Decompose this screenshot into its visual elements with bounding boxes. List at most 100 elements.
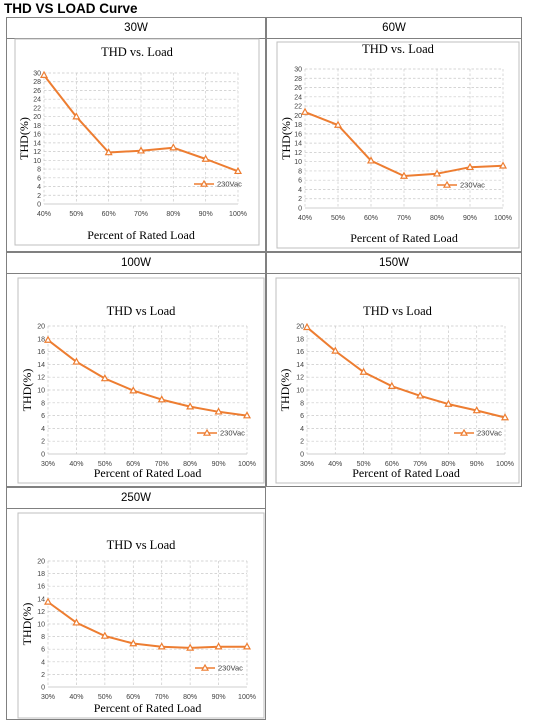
y-tick-label: 6 xyxy=(298,178,302,185)
chart-title: THD vs Load xyxy=(107,538,176,552)
x-tick-label: 50% xyxy=(69,211,83,218)
cell-30w: 30W THD vs. Load 0 2 4 6 8 10 12 14 16 18 20 22 24 26 2… xyxy=(6,17,266,252)
x-tick-label: 70% xyxy=(155,461,169,468)
y-tick-label: 20 xyxy=(37,559,45,566)
chart-frame xyxy=(275,277,520,484)
y-tick-label: 22 xyxy=(294,104,302,111)
series-line xyxy=(306,326,506,419)
chart-30w: THD vs. Load0246810121416182022242628304… xyxy=(14,38,260,246)
y-tick-label: 10 xyxy=(37,388,45,395)
y-tick-label: 14 xyxy=(296,362,304,369)
x-tick-label: 70% xyxy=(155,694,169,701)
chart-frame xyxy=(14,38,260,246)
data-point xyxy=(100,631,109,639)
y-tick-label: 16 xyxy=(37,584,45,591)
gridlines xyxy=(306,325,506,455)
chart-frame xyxy=(17,277,265,484)
x-tick-label: 70% xyxy=(397,215,411,222)
cell-60w: 60W THD vs. Load 0 2 4 6 8 10 12 14 16 18 20 22 24 26 2… xyxy=(266,17,522,252)
cell-100w: 100W THD vs Load 0 2 4 6 8 10 12 14 16 18 20 30% 40% 5… xyxy=(6,252,266,487)
y-axis-title: THD(%) xyxy=(278,369,292,412)
x-tick-label: 30% xyxy=(41,461,55,468)
x-tick-label: 50% xyxy=(331,215,345,222)
data-point xyxy=(498,161,508,169)
data-point xyxy=(186,643,195,651)
legend-marker xyxy=(442,180,452,188)
y-tick-label: 6 xyxy=(41,413,45,420)
y-tick-label: 10 xyxy=(294,159,302,166)
y-tick-label: 14 xyxy=(294,141,302,148)
data-point xyxy=(242,642,252,650)
y-tick-label: 24 xyxy=(33,97,41,104)
cell-header-60w: 60W xyxy=(267,18,521,39)
y-tick-label: 14 xyxy=(37,362,45,369)
x-axis-title: Percent of Rated Load xyxy=(350,231,458,245)
data-point xyxy=(387,381,396,389)
legend-marker xyxy=(199,179,209,187)
legend-label: 230Vac xyxy=(477,429,502,438)
cell-header-100w: 100W xyxy=(7,253,265,274)
chart-title: THD vs. Load xyxy=(362,42,435,56)
y-tick-label: 12 xyxy=(37,375,45,382)
y-tick-label: 0 xyxy=(298,206,302,213)
data-point xyxy=(444,399,453,407)
y-tick-label: 8 xyxy=(41,400,45,407)
legend-marker xyxy=(200,663,210,671)
x-tick-label: 90% xyxy=(212,461,226,468)
y-tick-label: 0 xyxy=(300,452,304,459)
y-tick-label: 10 xyxy=(37,622,45,629)
y-tick-label: 4 xyxy=(300,426,304,433)
y-tick-label: 8 xyxy=(298,168,302,175)
x-tick-label: 40% xyxy=(298,215,312,222)
y-tick-label: 2 xyxy=(41,439,45,446)
y-tick-label: 20 xyxy=(296,324,304,331)
data-point xyxy=(300,107,310,115)
y-tick-label: 4 xyxy=(298,187,302,194)
y-tick-label: 12 xyxy=(33,149,41,156)
data-point xyxy=(136,146,146,154)
x-axis-title: Percent of Rated Load xyxy=(94,466,202,480)
x-tick-label: 60% xyxy=(126,461,140,468)
y-tick-label: 8 xyxy=(41,634,45,641)
x-tick-label: 100% xyxy=(229,211,247,218)
chart-250w: THD vs Load 0 2 4 6 8 10 12 14 16 18 20 30% 40% 50% 60%… xyxy=(17,512,265,719)
x-tick-label: 60% xyxy=(364,215,378,222)
data-point xyxy=(500,413,510,421)
x-tick-label: 40% xyxy=(69,694,83,701)
gridlines xyxy=(304,68,504,209)
x-tick-label: 30% xyxy=(41,694,55,701)
y-tick-label: 18 xyxy=(294,122,302,129)
y-axis-title: THD(%) xyxy=(20,369,34,412)
legend-marker xyxy=(459,428,469,436)
data-point xyxy=(201,154,210,162)
y-tick-label: 2 xyxy=(41,672,45,679)
data-point xyxy=(43,597,53,605)
y-tick-label: 10 xyxy=(33,158,41,165)
x-tick-label: 80% xyxy=(183,461,197,468)
data-point xyxy=(157,642,166,650)
y-tick-label: 28 xyxy=(294,76,302,83)
y-tick-label: 20 xyxy=(33,114,41,121)
y-tick-label: 12 xyxy=(37,609,45,616)
thd-chart-table: 30W THD vs. Load 0 2 4 6 8 10 12 14 16 18 20 22 24 26 2… xyxy=(6,17,522,720)
x-axis-title: Percent of Rated Load xyxy=(352,466,460,480)
y-tick-label: 16 xyxy=(37,349,45,356)
y-axis-title: THD(%) xyxy=(279,117,293,160)
data-point xyxy=(43,335,53,343)
x-tick-label: 80% xyxy=(166,211,180,218)
legend-label: 230Vac xyxy=(217,180,242,189)
data-point xyxy=(157,395,166,403)
x-tick-label: 100% xyxy=(496,461,514,468)
series-line xyxy=(47,339,248,417)
y-tick-label: 18 xyxy=(33,123,41,130)
chart-title: THD vs. Load xyxy=(101,45,174,59)
chart-title: THD vs Load xyxy=(363,304,432,318)
x-tick-label: 50% xyxy=(98,694,112,701)
y-tick-label: 26 xyxy=(33,88,41,95)
y-tick-label: 14 xyxy=(33,140,41,147)
x-tick-label: 80% xyxy=(430,215,444,222)
x-tick-label: 80% xyxy=(441,461,455,468)
x-tick-label: 90% xyxy=(470,461,484,468)
data-point xyxy=(366,156,376,164)
y-tick-label: 8 xyxy=(37,167,41,174)
